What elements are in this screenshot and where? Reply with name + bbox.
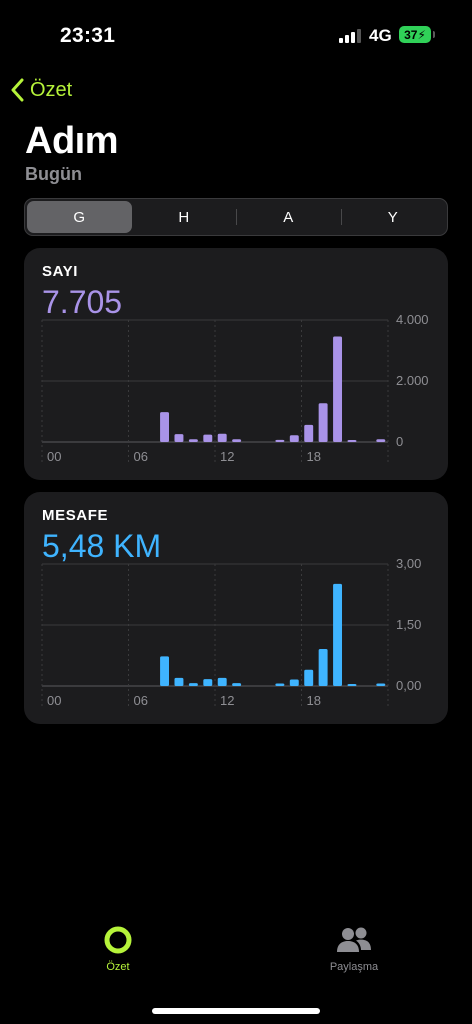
x-tick-label: 12 bbox=[220, 693, 234, 708]
x-tick-label: 00 bbox=[47, 693, 61, 708]
x-tick-label: 18 bbox=[307, 693, 321, 708]
chevron-left-icon bbox=[11, 78, 24, 102]
chart-bar bbox=[333, 583, 343, 686]
tab-bar: Özet Paylaşma bbox=[0, 925, 472, 995]
chart-bar bbox=[160, 656, 170, 686]
chart-bar bbox=[232, 439, 242, 442]
home-indicator bbox=[152, 1008, 320, 1014]
chart-bar bbox=[289, 435, 299, 442]
segment-day[interactable]: G bbox=[27, 201, 132, 233]
page-subtitle: Bugün bbox=[25, 164, 82, 184]
chart-bar bbox=[304, 669, 314, 686]
back-label: Özet bbox=[30, 78, 73, 101]
back-button[interactable]: Özet bbox=[10, 78, 72, 102]
segment-year[interactable]: Y bbox=[340, 201, 446, 233]
chart-bar bbox=[188, 683, 198, 686]
steps-card-value: 7.705 bbox=[42, 284, 123, 320]
chart-bar bbox=[275, 439, 285, 442]
tab-summary-label: Özet bbox=[106, 961, 130, 973]
chart-bar bbox=[376, 683, 386, 686]
chart-bar bbox=[174, 677, 184, 686]
tab-sharing[interactable]: Paylaşma bbox=[294, 925, 414, 973]
tab-summary[interactable]: Özet bbox=[58, 925, 178, 973]
chart-bar bbox=[318, 648, 328, 686]
chart-bar bbox=[289, 679, 299, 686]
y-tick-label: 4.000 bbox=[396, 312, 429, 327]
battery-level: 37 bbox=[404, 27, 418, 42]
chart-bar bbox=[232, 683, 242, 686]
chart-bar bbox=[275, 683, 285, 686]
chart-bar bbox=[318, 403, 328, 442]
chart-bar bbox=[217, 433, 227, 442]
steps-card-label: SAYI bbox=[42, 263, 79, 280]
x-tick-label: 12 bbox=[220, 449, 234, 464]
y-tick-label: 0 bbox=[396, 434, 403, 449]
distance-card[interactable]: 0,00 1,50 3,00 00 06 12 18 MESAFE 5,48 KM bbox=[24, 492, 448, 724]
chart-bar bbox=[376, 439, 386, 442]
signal-icon bbox=[339, 29, 361, 43]
x-tick-label: 06 bbox=[134, 693, 148, 708]
y-tick-label: 2.000 bbox=[396, 373, 429, 388]
chart-bar bbox=[217, 677, 227, 686]
steps-card[interactable]: 0 2.000 4.000 00 06 12 18 SAYI 7.705 bbox=[24, 248, 448, 480]
chart-bar bbox=[188, 439, 198, 442]
activity-rings-icon bbox=[104, 926, 132, 954]
chart-bar bbox=[347, 440, 357, 442]
distance-card-value: 5,48 KM bbox=[42, 528, 162, 564]
battery-icon: 37 ⚡ bbox=[399, 26, 435, 43]
segment-week[interactable]: H bbox=[178, 208, 190, 226]
distance-chart: 0,00 1,50 3,00 00 06 12 18 bbox=[41, 556, 421, 708]
x-tick-label: 06 bbox=[134, 449, 148, 464]
chart-bar bbox=[347, 684, 357, 686]
period-segmented-control: G H A Y bbox=[24, 198, 448, 236]
status-bar: 23:31 4G 37 ⚡ bbox=[0, 0, 472, 70]
chart-bar bbox=[304, 424, 314, 442]
x-tick-label: 00 bbox=[47, 449, 61, 464]
chart-bar bbox=[333, 336, 343, 442]
steps-chart: 0 2.000 4.000 00 06 12 18 bbox=[41, 312, 429, 464]
page-title: Adım bbox=[25, 120, 119, 162]
distance-card-label: MESAFE bbox=[42, 507, 109, 524]
x-tick-label: 18 bbox=[307, 449, 321, 464]
chart-bar bbox=[160, 412, 170, 442]
y-tick-label: 0,00 bbox=[396, 678, 421, 693]
chart-bar bbox=[203, 679, 213, 686]
network-type: 4G bbox=[369, 26, 392, 45]
y-tick-label: 3,00 bbox=[396, 556, 421, 571]
chart-bar bbox=[174, 434, 184, 442]
status-time: 23:31 bbox=[60, 24, 116, 47]
segment-month[interactable]: A bbox=[236, 201, 341, 233]
y-tick-label: 1,50 bbox=[396, 617, 421, 632]
people-icon bbox=[337, 927, 371, 952]
tab-sharing-label: Paylaşma bbox=[329, 961, 379, 973]
chart-bar bbox=[203, 434, 213, 442]
